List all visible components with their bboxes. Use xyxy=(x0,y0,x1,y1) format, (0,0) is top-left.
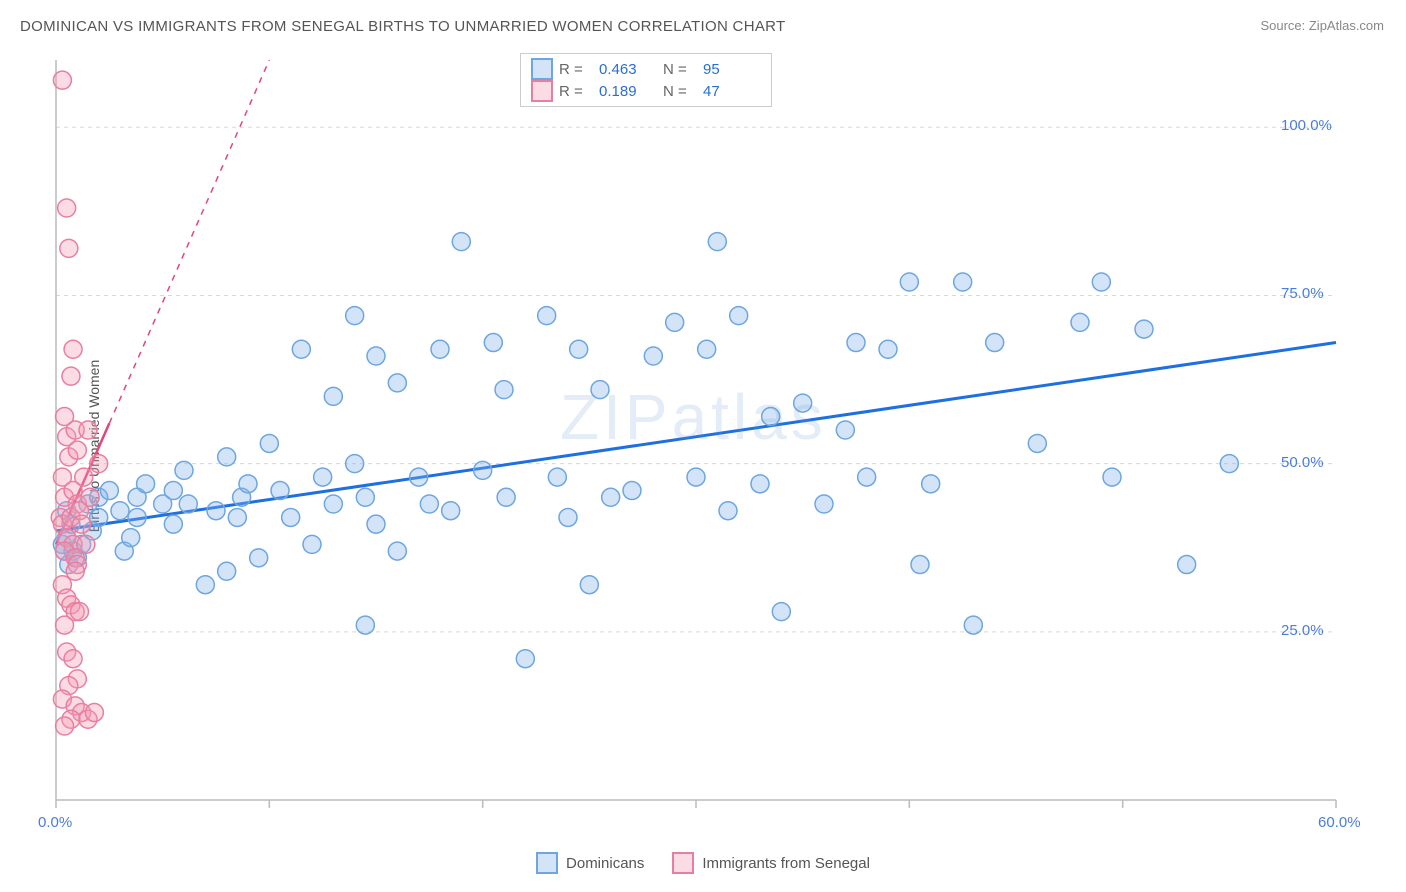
axis-tick-label: 0.0% xyxy=(38,814,72,831)
stats-row-dominicans: R = 0.463 N = 95 xyxy=(531,58,761,80)
legend-label-senegal: Immigrants from Senegal xyxy=(702,855,870,872)
axis-tick-label: 100.0% xyxy=(1281,117,1332,134)
axis-tick-label: 60.0% xyxy=(1318,814,1361,831)
source-link[interactable]: ZipAtlas.com xyxy=(1309,18,1384,33)
swatch-senegal xyxy=(531,80,553,102)
axis-tick-label: 50.0% xyxy=(1281,454,1324,471)
n-value-senegal: 47 xyxy=(703,83,761,100)
swatch-dominicans xyxy=(536,852,558,874)
stats-row-senegal: R = 0.189 N = 47 xyxy=(531,80,761,102)
axis-tick-label: 75.0% xyxy=(1281,285,1324,302)
source-attribution: Source: ZipAtlas.com xyxy=(1260,18,1384,33)
n-label: N = xyxy=(663,83,697,100)
chart-area xyxy=(46,50,1346,830)
swatch-dominicans xyxy=(531,58,553,80)
n-label: N = xyxy=(663,61,697,78)
series-legend: Dominicans Immigrants from Senegal xyxy=(0,852,1406,874)
legend-item-dominicans: Dominicans xyxy=(536,852,644,874)
legend-item-senegal: Immigrants from Senegal xyxy=(672,852,870,874)
r-value-senegal: 0.189 xyxy=(599,83,657,100)
r-label: R = xyxy=(559,83,593,100)
swatch-senegal xyxy=(672,852,694,874)
chart-title: DOMINICAN VS IMMIGRANTS FROM SENEGAL BIR… xyxy=(20,18,785,35)
source-prefix: Source: xyxy=(1260,18,1308,33)
n-value-dominicans: 95 xyxy=(703,61,761,78)
legend-label-dominicans: Dominicans xyxy=(566,855,644,872)
r-value-dominicans: 0.463 xyxy=(599,61,657,78)
axis-tick-label: 25.0% xyxy=(1281,622,1324,639)
stats-legend: R = 0.463 N = 95 R = 0.189 N = 47 xyxy=(520,53,772,107)
r-label: R = xyxy=(559,61,593,78)
scatter-chart xyxy=(46,50,1346,830)
